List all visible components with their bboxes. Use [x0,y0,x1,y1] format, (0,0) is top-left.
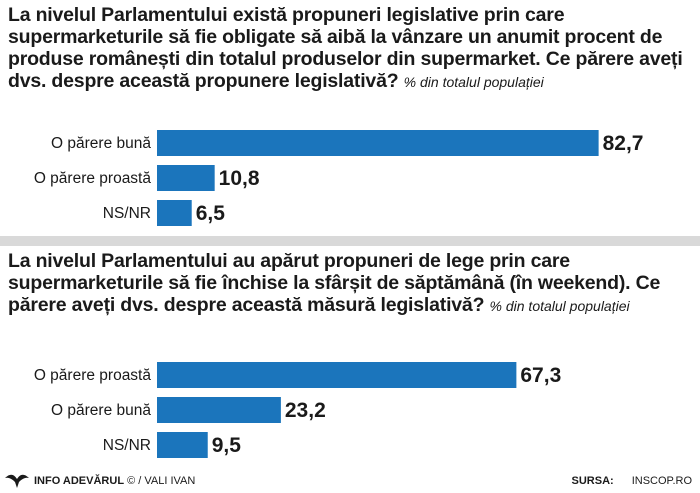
bar-chart-1: O părere bună 82,7 O părere proastă 10,8 NS/… [34,130,644,226]
question-2: La nivelul Parlamentului au apărut propu… [8,250,698,317]
footer-source: SURSA: INSCOP.RO [572,475,692,487]
bar [157,165,215,191]
question-text: La nivelul Parlamentului există propuner… [8,4,683,92]
category-label: NS/NR [103,437,151,454]
category-label: O părere proastă [34,170,152,187]
chart-panel-1: La nivelul Parlamentului există propuner… [0,0,700,236]
bar [157,362,517,388]
value-label: 23,2 [285,399,326,422]
category-label: O părere bună [51,135,151,152]
source-value: INSCOP.RO [631,475,692,487]
bar [157,397,281,423]
category-label: O părere bună [51,402,151,419]
value-label: 10,8 [219,167,260,190]
value-label: 9,5 [212,434,242,457]
eagle-icon [5,474,29,488]
bar-chart-2: O părere proastă 67,3 O părere bună 23,2 NS/… [34,362,561,458]
chart-subtitle: % din totalul populației [403,74,544,90]
chart-panel-2: La nivelul Parlamentului au apărut propu… [0,246,700,464]
value-label: 82,7 [603,132,644,155]
bar [157,200,192,226]
value-label: 6,5 [196,202,226,225]
value-label: 67,3 [520,364,561,387]
bar [157,432,208,458]
footer: INFO ADEVĂRUL © / VALI IVAN SURSA: INSCOP… [0,470,700,493]
panel-separator [0,236,700,246]
category-label: NS/NR [103,205,151,222]
footer-credit: INFO ADEVĂRUL © / VALI IVAN [34,475,195,487]
question-1: La nivelul Parlamentului există propuner… [8,4,698,93]
source-label: SURSA: [571,475,614,487]
question-text: La nivelul Parlamentului au apărut propu… [8,250,661,316]
category-label: O părere proastă [34,367,152,384]
bar [157,130,599,156]
brand-name: INFO ADEVĂRUL [34,475,125,487]
chart-subtitle: % din totalul populației [489,298,630,314]
credit-text: © / VALI IVAN [127,475,196,487]
